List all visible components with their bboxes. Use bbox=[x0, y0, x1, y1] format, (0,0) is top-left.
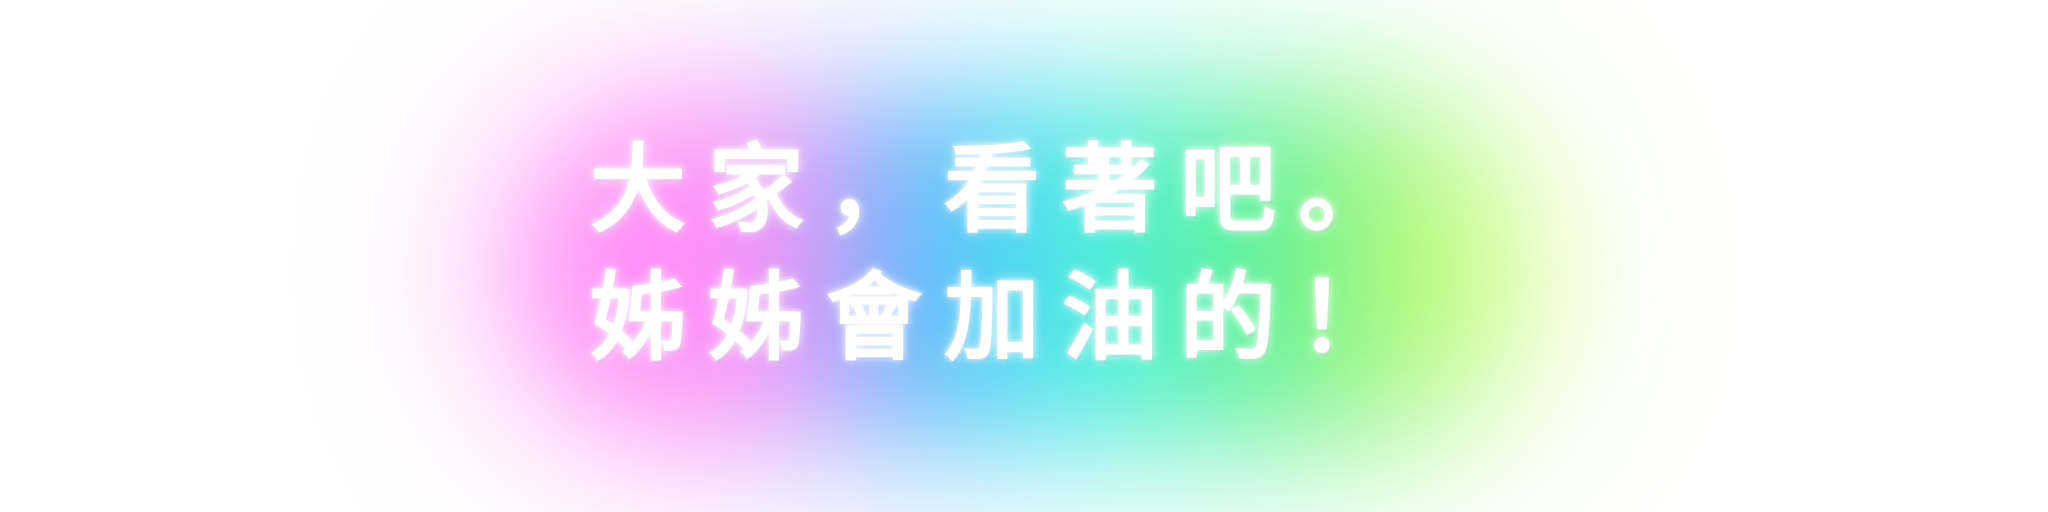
caption-line-1: 大家，看著吧。 bbox=[590, 134, 1416, 246]
rainbow-glow bbox=[540, 120, 1500, 420]
caption-text: 大家，看著吧。 姊姊會加油的！ bbox=[590, 135, 1490, 395]
caption-line-2: 姊姊會加油的！ bbox=[590, 262, 1416, 374]
